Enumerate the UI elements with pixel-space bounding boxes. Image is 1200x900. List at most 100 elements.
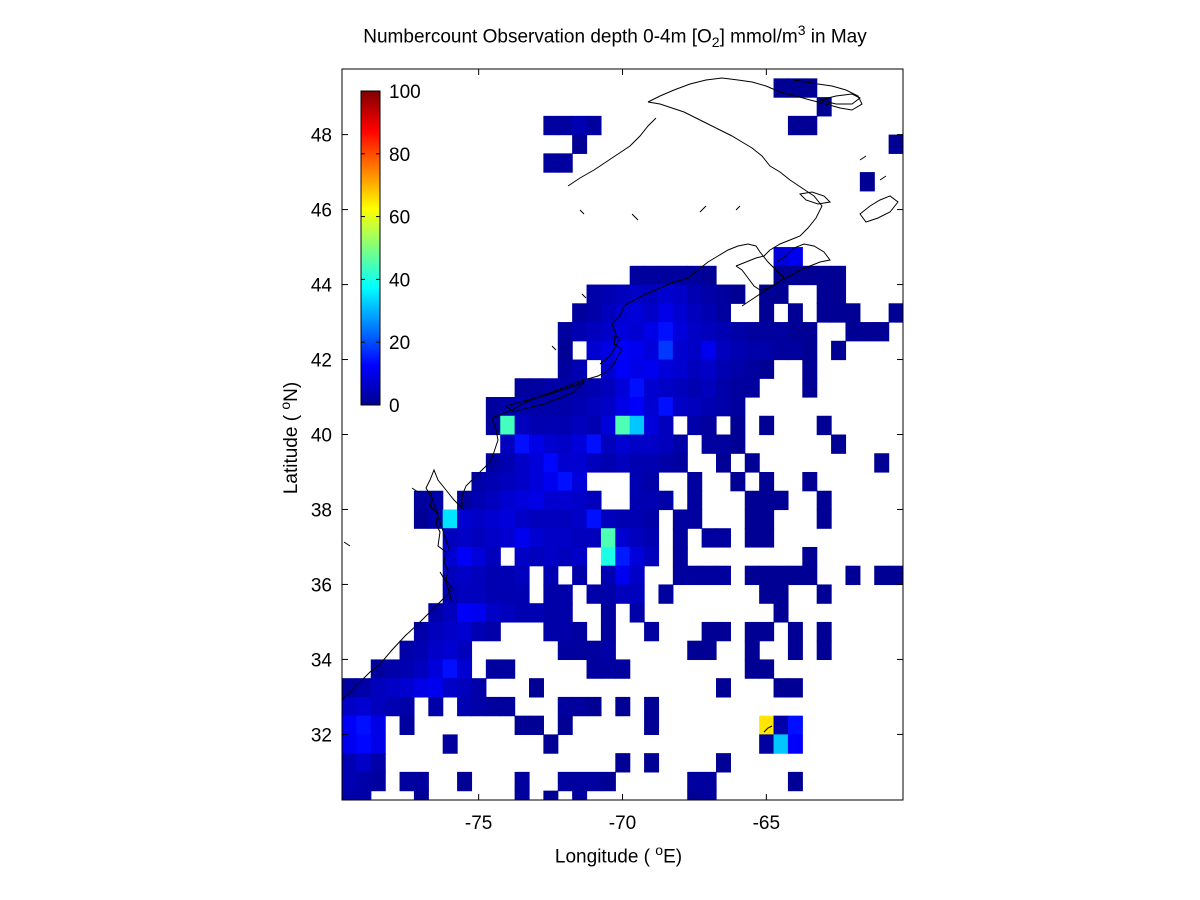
heatmap-cell (428, 490, 444, 511)
heatmap-cell (658, 322, 674, 342)
heatmap-cell (845, 565, 861, 586)
heatmap-cell (759, 565, 775, 586)
heatmap-cell (442, 678, 458, 698)
heatmap-cell (500, 696, 516, 717)
heatmap-cell (514, 771, 530, 792)
heatmap-cell (629, 322, 645, 342)
heatmap-cell (457, 528, 473, 548)
heatmap-cell (572, 434, 588, 454)
heatmap-cell (557, 415, 573, 436)
heatmap-cell (572, 134, 588, 154)
heatmap-cell (629, 509, 645, 529)
heatmap-cell (816, 97, 832, 117)
heatmap-cell (442, 640, 458, 661)
heatmap-cell (701, 265, 717, 286)
heatmap-cell (413, 621, 429, 642)
y-axis: 32 34 36 38 40 42 44 46 48 (311, 126, 903, 746)
heatmap-cell (787, 715, 803, 735)
heatmap-cell (385, 678, 401, 698)
heatmap-cell (615, 565, 631, 586)
heatmap-cell (701, 790, 717, 800)
heatmap-cell (471, 509, 487, 529)
heatmap-cell (399, 659, 415, 679)
heatmap-cell (485, 565, 501, 586)
heatmap-cell (572, 640, 588, 661)
heatmap-cell (759, 715, 775, 735)
heatmap-cell (543, 621, 559, 642)
heatmap-cell (903, 584, 918, 603)
heatmap-cell (557, 115, 573, 136)
heatmap-cell (586, 453, 602, 473)
heatmap-cell (716, 378, 731, 398)
heatmap-cell (600, 584, 616, 604)
heatmap-cell (399, 678, 415, 698)
heatmap-cell (471, 490, 487, 511)
heatmap-cell (600, 603, 616, 623)
heatmap-cell (500, 659, 516, 679)
heatmap-cell (787, 78, 803, 98)
heatmap-cell (557, 528, 573, 548)
heatmap-cell (759, 584, 775, 604)
heatmap-cell (342, 734, 357, 754)
heatmap-cell (529, 397, 544, 417)
y-axis-label: Latitude ( oN) (276, 381, 303, 495)
heatmap-cell (744, 359, 760, 379)
heatmap-cell (500, 603, 516, 623)
heatmap-cell (759, 528, 775, 548)
heatmap-cell (701, 340, 717, 361)
heatmap-cell (600, 546, 616, 567)
heatmap-cell (759, 340, 775, 361)
heatmap-cell (644, 715, 660, 735)
heatmap-cell (701, 378, 717, 398)
heatmap-cell (600, 528, 616, 548)
heatmap-cell (428, 603, 444, 623)
y-tick-label: 38 (311, 500, 332, 521)
heatmap-cell (687, 415, 703, 436)
heatmap-cell (342, 771, 357, 792)
heatmap-cell (529, 471, 544, 492)
heatmap-cell (716, 528, 731, 548)
heatmap-cell (471, 471, 487, 492)
heatmap-cell (370, 753, 386, 773)
heatmap-cell (759, 284, 775, 304)
heatmap-cell (557, 603, 573, 623)
heatmap-cell (529, 434, 544, 454)
heatmap-cell (831, 340, 847, 361)
heatmap-cell (356, 696, 372, 717)
heatmap-cell (644, 397, 660, 417)
coastline-nova-scotia (741, 243, 831, 307)
heatmap-cell (716, 397, 731, 417)
heatmap-cell (672, 284, 688, 304)
heatmap-cell (672, 546, 688, 567)
heatmap-cell (557, 696, 573, 717)
heatmap-cell (687, 303, 703, 323)
heatmap-cell (500, 528, 516, 548)
heatmap-cell (572, 565, 588, 586)
heatmap-cell (572, 546, 588, 567)
heatmap-cell (572, 415, 588, 436)
heatmap-cell (816, 490, 832, 511)
heatmap-cell (672, 303, 688, 323)
heatmap-cell (600, 659, 616, 679)
heatmap-cell (485, 659, 501, 679)
heatmap-cell (744, 565, 760, 586)
heatmap-cell (629, 584, 645, 604)
heatmap-cell (744, 340, 760, 361)
heatmap-cell (658, 584, 674, 604)
coastline-islands (343, 155, 887, 547)
heatmap-cell (802, 322, 818, 342)
heatmap-cell (629, 303, 645, 323)
heatmap-cell (457, 509, 473, 529)
heatmap-cell (572, 490, 588, 511)
heatmap-cell (644, 284, 660, 304)
heatmap-cell (500, 490, 516, 511)
heatmap-cell (514, 528, 530, 548)
heatmap-cell (529, 378, 544, 398)
heatmap-cell (615, 659, 631, 679)
heatmap-cell (543, 471, 559, 492)
heatmap-cell (413, 771, 429, 792)
heatmap-cell (586, 322, 602, 342)
heatmap-cell (485, 603, 501, 623)
heatmap-cell (658, 490, 674, 511)
heatmap-cell (615, 284, 631, 304)
